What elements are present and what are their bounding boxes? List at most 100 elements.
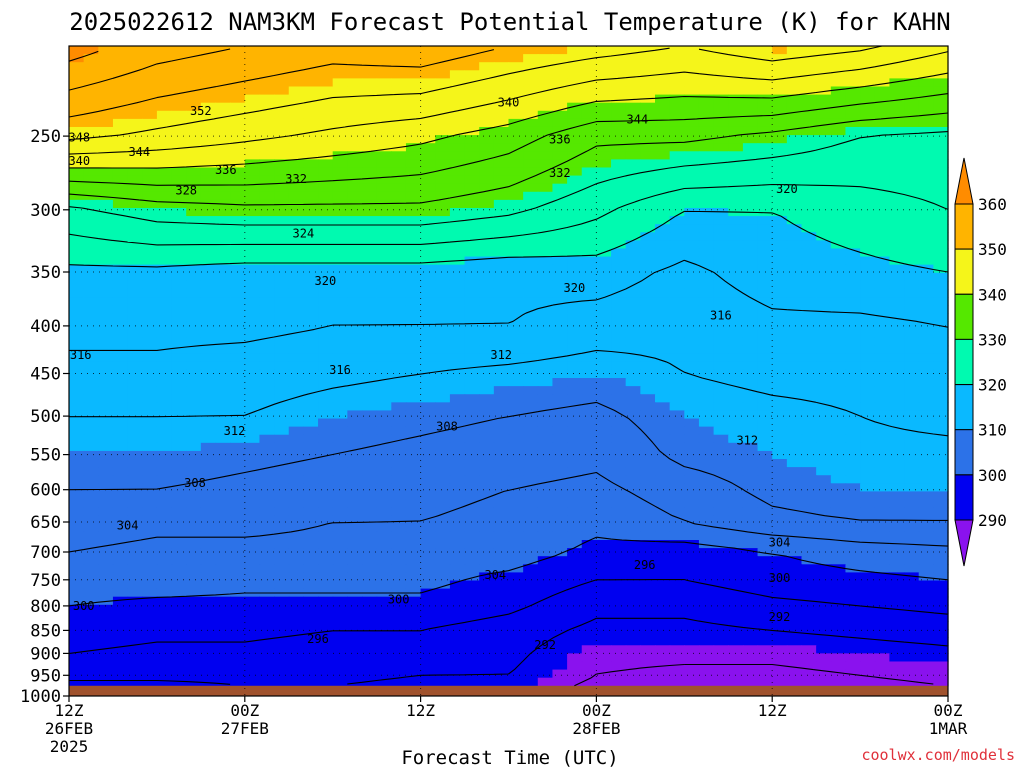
field-cell bbox=[786, 248, 803, 258]
field-cell bbox=[127, 450, 143, 460]
field-cell bbox=[156, 677, 173, 687]
field-cell bbox=[742, 118, 759, 128]
field-cell bbox=[244, 329, 261, 339]
field-cell bbox=[156, 629, 173, 638]
field-cell bbox=[611, 216, 627, 225]
field-cell bbox=[142, 669, 158, 679]
field-cell bbox=[464, 459, 480, 468]
field-cell bbox=[69, 353, 85, 363]
field-cell bbox=[391, 94, 407, 104]
field-cell bbox=[713, 264, 729, 274]
field-cell bbox=[742, 175, 759, 185]
field-cell bbox=[362, 46, 378, 55]
field-cell bbox=[523, 556, 539, 565]
field-cell bbox=[889, 361, 905, 371]
field-cell bbox=[244, 378, 261, 387]
field-cell bbox=[493, 596, 510, 606]
field-cell bbox=[420, 248, 436, 258]
field-cell bbox=[640, 394, 656, 403]
field-cell bbox=[156, 337, 173, 347]
field-cell bbox=[69, 467, 85, 476]
field-cell bbox=[655, 531, 671, 541]
field-cell bbox=[200, 442, 217, 452]
field-cell bbox=[215, 272, 231, 282]
field-cell bbox=[405, 418, 422, 428]
field-cell bbox=[83, 62, 99, 71]
field-cell bbox=[288, 402, 304, 412]
field-cell bbox=[786, 588, 803, 598]
field-cell bbox=[376, 78, 392, 88]
field-cell bbox=[581, 548, 597, 557]
field-cell bbox=[801, 677, 817, 687]
field-cell bbox=[772, 256, 788, 266]
field-cell bbox=[742, 434, 759, 444]
field-cell bbox=[274, 450, 290, 460]
field-cell bbox=[186, 159, 202, 169]
field-cell bbox=[757, 272, 773, 282]
field-cell bbox=[435, 499, 451, 509]
field-cell bbox=[332, 434, 348, 444]
field-cell bbox=[230, 677, 246, 687]
field-cell bbox=[303, 143, 319, 152]
field-cell bbox=[318, 183, 334, 193]
field-cell bbox=[713, 677, 729, 687]
field-cell bbox=[816, 588, 832, 598]
field-cell bbox=[655, 620, 671, 630]
field-cell bbox=[230, 637, 246, 646]
field-cell bbox=[816, 637, 832, 646]
field-cell bbox=[537, 288, 554, 298]
field-cell bbox=[362, 540, 378, 549]
field-cell bbox=[684, 523, 700, 533]
field-cell bbox=[684, 629, 700, 638]
field-cell bbox=[757, 450, 773, 460]
field-cell bbox=[347, 661, 363, 671]
field-cell bbox=[347, 86, 363, 96]
field-cell bbox=[127, 620, 143, 630]
field-cell bbox=[596, 410, 612, 420]
field-cell bbox=[244, 386, 261, 395]
field-cell bbox=[860, 475, 876, 484]
field-cell bbox=[230, 378, 246, 387]
field-cell bbox=[728, 46, 744, 55]
field-cell bbox=[98, 540, 114, 549]
field-cell bbox=[625, 661, 641, 671]
field-cell bbox=[845, 394, 861, 403]
field-cell bbox=[611, 402, 627, 412]
field-cell bbox=[567, 256, 583, 266]
field-cell bbox=[259, 305, 275, 314]
field-cell bbox=[786, 321, 803, 331]
field-cell bbox=[171, 588, 187, 598]
field-cell bbox=[215, 70, 231, 79]
field-cell bbox=[713, 216, 729, 225]
field-cell bbox=[171, 102, 187, 112]
field-cell bbox=[552, 572, 568, 582]
contour-label: 332 bbox=[285, 172, 307, 186]
field-cell bbox=[142, 110, 158, 120]
field-cell bbox=[669, 175, 685, 185]
field-cell bbox=[874, 475, 890, 484]
field-cell bbox=[244, 580, 261, 590]
field-cell bbox=[816, 580, 832, 590]
field-cell bbox=[684, 515, 700, 525]
x-tick-label: 27FEB bbox=[221, 719, 269, 738]
field-cell bbox=[933, 86, 949, 96]
field-cell bbox=[464, 523, 480, 533]
field-cell bbox=[830, 159, 847, 169]
field-cell bbox=[186, 353, 202, 363]
field-cell bbox=[435, 345, 451, 355]
field-cell bbox=[112, 297, 129, 306]
field-cell bbox=[713, 604, 729, 614]
field-cell bbox=[816, 475, 832, 484]
field-cell bbox=[537, 442, 554, 452]
field-cell bbox=[918, 596, 934, 606]
field-cell bbox=[274, 135, 290, 144]
field-cell bbox=[69, 483, 85, 493]
field-cell bbox=[772, 62, 788, 71]
field-cell bbox=[772, 540, 788, 549]
field-cell bbox=[230, 62, 246, 71]
field-cell bbox=[449, 110, 466, 120]
field-cell bbox=[83, 653, 99, 663]
field-cell bbox=[127, 523, 143, 533]
field-cell bbox=[728, 118, 744, 128]
field-cell bbox=[698, 256, 715, 266]
